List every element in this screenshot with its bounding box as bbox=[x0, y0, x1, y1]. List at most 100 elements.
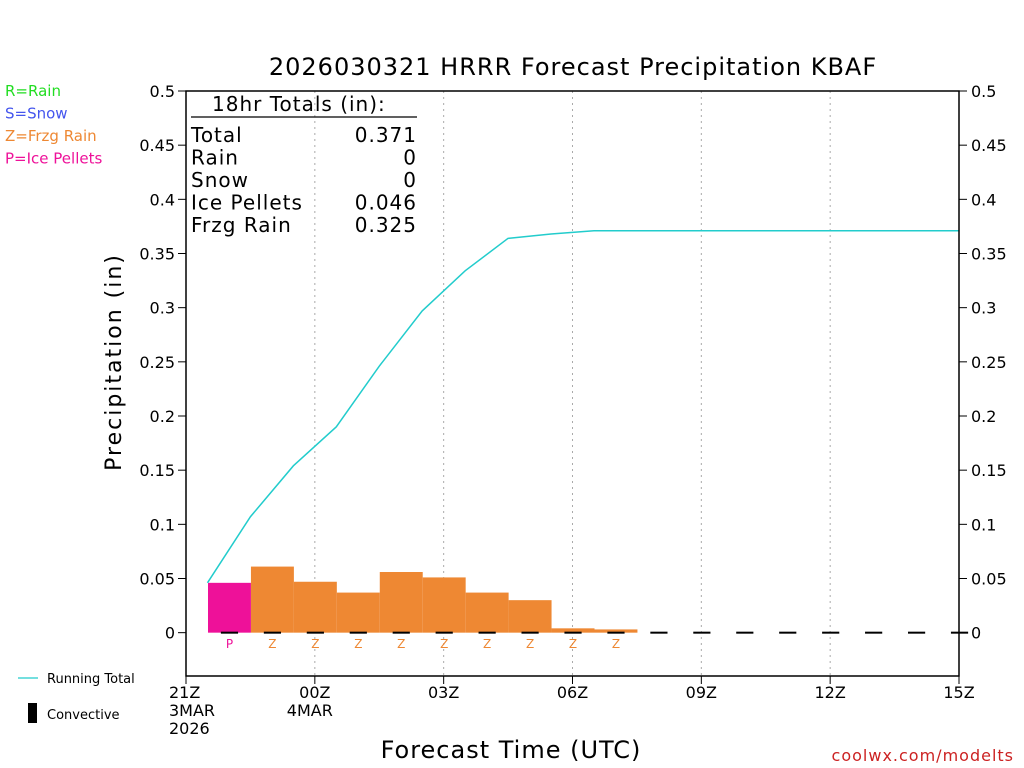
x-tick-label-1-1: 4MAR bbox=[287, 701, 333, 720]
type-letter-4: Z bbox=[354, 637, 362, 651]
type-letter-8: Z bbox=[526, 637, 534, 651]
chart-title: 2026030321 HRRR Forecast Precipitation K… bbox=[269, 53, 877, 81]
y-tick-label-right-10: 0.5 bbox=[971, 82, 996, 101]
bottom-legend: Running Total Convective bbox=[18, 672, 135, 723]
x-tick-label-0-2: 2026 bbox=[169, 719, 210, 738]
y-tick-label-left-5: 0.25 bbox=[139, 353, 175, 372]
totals-label-1: Rain bbox=[191, 146, 239, 170]
running-total-legend-label: Running Total bbox=[47, 672, 135, 687]
type-letter-10: Z bbox=[612, 637, 620, 651]
y-tick-label-right-2: 0.1 bbox=[971, 515, 996, 534]
totals-value-1: 0 bbox=[403, 146, 417, 170]
type-letter-6: Z bbox=[440, 637, 448, 651]
convective-bar-5 bbox=[392, 631, 410, 634]
y-tick-label-left-4: 0.2 bbox=[150, 407, 175, 426]
convective-bar-1 bbox=[220, 631, 239, 634]
convective-bar-12 bbox=[693, 631, 711, 634]
x-axis-label: Forecast Time (UTC) bbox=[381, 736, 642, 764]
precip-bar-9 bbox=[551, 628, 595, 633]
precip-bar-7 bbox=[465, 592, 509, 633]
convective-bar-6 bbox=[435, 631, 453, 634]
y-axis-label: Precipitation (in) bbox=[102, 253, 127, 471]
x-tick-label-2-0: 03Z bbox=[428, 683, 459, 702]
y-tick-label-right-6: 0.3 bbox=[971, 299, 996, 318]
totals-label-3: Ice Pellets bbox=[191, 191, 303, 215]
convective-bar-3 bbox=[306, 631, 324, 634]
y-tick-label-left-6: 0.3 bbox=[150, 299, 175, 318]
type-letter-3: Z bbox=[311, 637, 319, 651]
totals-value-2: 0 bbox=[403, 168, 417, 192]
x-tick-label-3-0: 06Z bbox=[557, 683, 588, 702]
convective-bar-4 bbox=[349, 631, 367, 634]
credit-text: coolwx.com/modelts bbox=[832, 746, 1014, 765]
totals-value-3: 0.046 bbox=[355, 191, 417, 215]
bars bbox=[208, 566, 638, 633]
totals-value-4: 0.325 bbox=[355, 213, 417, 237]
y-tick-label-right-1: 0.05 bbox=[971, 570, 1007, 589]
plot-area: P Z Z Z Z Z Z Z Z Z 0 0.05 0.1 0.15 0.2 0.25 0.3 0.35 0.4… bbox=[139, 82, 1006, 738]
type-letter-7: Z bbox=[483, 637, 491, 651]
convective-bar-7 bbox=[478, 631, 496, 634]
y-axis-right: 0 0.05 0.1 0.15 0.2 0.25 0.3 0.35 0.4 0.45 0.5 bbox=[959, 82, 1007, 643]
totals-label-4: Frzg Rain bbox=[191, 213, 292, 237]
y-tick-label-right-9: 0.45 bbox=[971, 136, 1007, 155]
type-legend-2: Z=Frzg Rain bbox=[5, 127, 97, 145]
x-tick-label-0-0: 21Z bbox=[169, 683, 200, 702]
y-axis-left: 0 0.05 0.1 0.15 0.2 0.25 0.3 0.35 0.4 0.45 0.5 bbox=[139, 82, 186, 643]
y-tick-label-left-1: 0.05 bbox=[139, 570, 175, 589]
y-tick-label-right-8: 0.4 bbox=[971, 190, 996, 209]
totals-header: 18hr Totals (in): bbox=[212, 92, 386, 116]
y-tick-label-left-3: 0.15 bbox=[139, 461, 175, 480]
convective-bar-14 bbox=[779, 631, 797, 634]
running-total-line bbox=[206, 230, 959, 584]
totals-box: 18hr Totals (in): Total 0.371 Rain 0 Snow 0 Ic… bbox=[190, 92, 417, 237]
type-letter-2: Z bbox=[268, 637, 276, 651]
y-tick-label-right-7: 0.35 bbox=[971, 245, 1007, 264]
y-tick-label-left-2: 0.1 bbox=[150, 515, 175, 534]
precip-bar-2 bbox=[250, 566, 294, 633]
y-tick-label-right-0: 0 bbox=[971, 624, 981, 643]
y-tick-label-right-3: 0.15 bbox=[971, 461, 1007, 480]
y-tick-label-right-4: 0.2 bbox=[971, 407, 996, 426]
convective-bar-11 bbox=[650, 631, 668, 634]
x-tick-label-4-0: 09Z bbox=[686, 683, 717, 702]
y-tick-label-left-9: 0.45 bbox=[139, 136, 175, 155]
totals-label-0: Total bbox=[190, 123, 243, 147]
precip-bar-8 bbox=[508, 600, 552, 633]
precip-bar-4 bbox=[336, 592, 380, 633]
precip-type-legend: R=Rain S=Snow Z=Frzg Rain P=Ice Pellets bbox=[5, 82, 102, 168]
type-legend-3: P=Ice Pellets bbox=[5, 150, 102, 168]
convective-bar-15 bbox=[822, 631, 840, 634]
precip-bar-6 bbox=[422, 577, 466, 633]
x-tick-label-6-0: 15Z bbox=[943, 683, 974, 702]
type-letter-9: Z bbox=[569, 637, 577, 651]
convective-bar-2 bbox=[263, 631, 282, 634]
type-letter-1: P bbox=[226, 637, 233, 651]
convective-bar-8 bbox=[521, 631, 539, 634]
type-legend-1: S=Snow bbox=[5, 105, 68, 123]
convective-legend-swatch bbox=[28, 703, 37, 723]
x-tick-label-5-0: 12Z bbox=[815, 683, 846, 702]
convective-bar-10 bbox=[607, 631, 625, 634]
convective-legend-label: Convective bbox=[47, 708, 120, 723]
precip-bar-3 bbox=[293, 581, 337, 633]
totals-label-2: Snow bbox=[191, 168, 249, 192]
type-letter-5: Z bbox=[397, 637, 405, 651]
convective-bar-17 bbox=[907, 631, 926, 634]
convective-bar-13 bbox=[736, 631, 754, 634]
y-tick-label-left-0: 0 bbox=[165, 624, 175, 643]
y-tick-label-left-7: 0.35 bbox=[139, 245, 175, 264]
y-tick-label-right-5: 0.25 bbox=[971, 353, 1007, 372]
type-legend-0: R=Rain bbox=[5, 82, 61, 100]
precip-bar-10 bbox=[594, 629, 638, 633]
precip-bar-1 bbox=[208, 582, 251, 633]
y-tick-label-left-10: 0.5 bbox=[150, 82, 175, 101]
convective-bar-9 bbox=[564, 631, 582, 634]
totals-value-0: 0.371 bbox=[355, 123, 417, 147]
y-tick-label-left-8: 0.4 bbox=[150, 190, 175, 209]
x-tick-label-0-1: 3MAR bbox=[169, 701, 215, 720]
precip-bar-5 bbox=[379, 572, 423, 633]
